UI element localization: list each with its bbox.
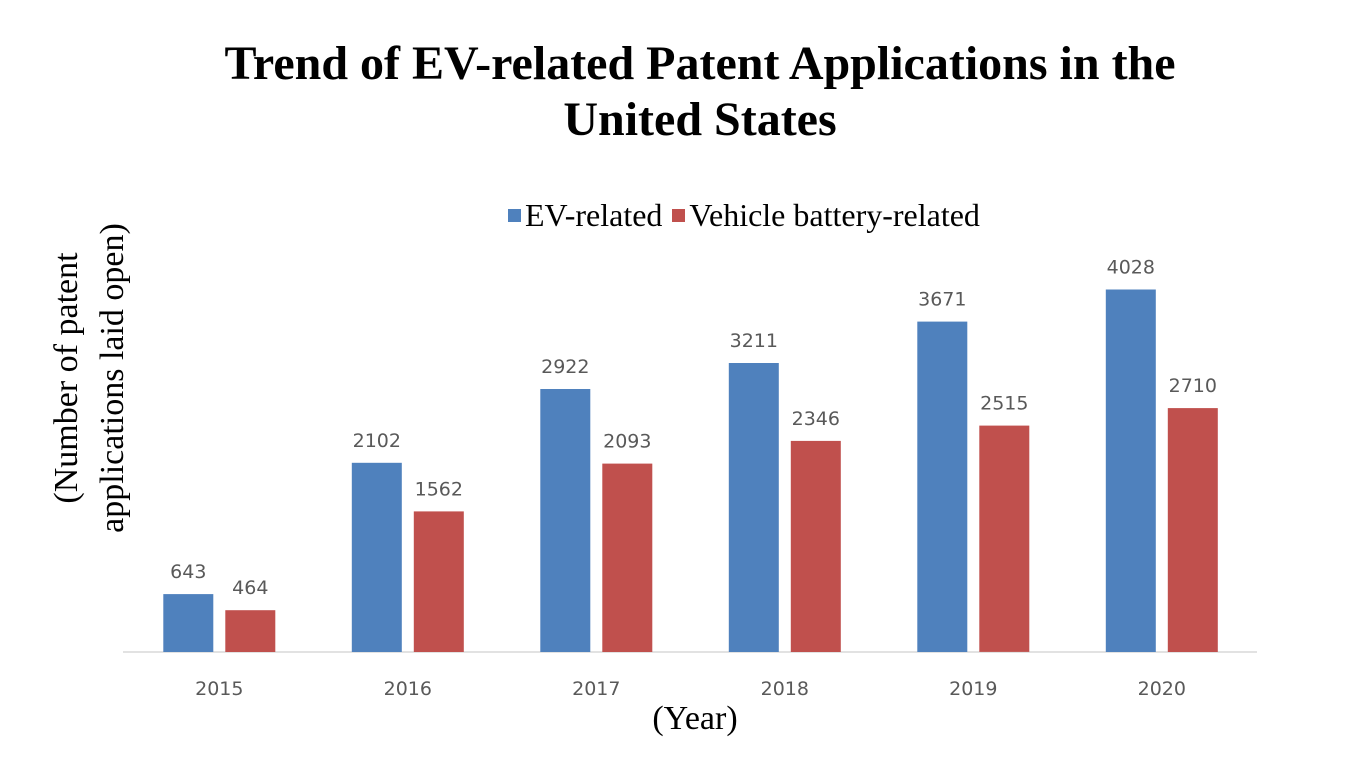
bar-ev-2016 [351,462,402,652]
bar-ev-2019 [917,321,968,652]
legend-item-ev: EV-related [508,197,662,234]
legend-label-battery: Vehicle battery-related [689,196,980,233]
data-label-ev-2020: 4028 [1107,257,1155,279]
data-label-battery-2018: 2346 [792,408,840,430]
x-tick-label-2018: 2018 [761,678,809,700]
x-tick-label-2015: 2015 [195,678,243,700]
bar-battery-2019 [979,425,1030,652]
x-tick-label-2017: 2017 [572,678,620,700]
chart-title-line-1: Trend of EV-related Patent Applications … [224,37,1176,90]
legend-label-ev: EV-related [525,196,663,233]
bar-ev-2015 [163,594,214,652]
bar-battery-2017 [602,463,653,652]
data-label-battery-2017: 2093 [603,431,651,453]
data-label-ev-2019: 3671 [918,289,966,311]
legend-swatch-ev [508,208,521,222]
bar-battery-2018 [790,440,841,652]
bar-battery-2016 [413,511,464,652]
data-label-ev-2016: 2102 [353,430,401,452]
bar-battery-2020 [1167,408,1218,652]
x-tick-label-2019: 2019 [949,678,997,700]
bar-ev-2017 [540,389,591,652]
x-axis-label: (Year) [652,700,738,737]
chart-title-line-2: United States [563,93,837,146]
bar-ev-2020 [1105,289,1156,652]
bar-battery-2015 [225,610,276,652]
x-tick-label-2020: 2020 [1138,678,1186,700]
legend: EV-related Vehicle battery-related [508,195,980,235]
data-label-battery-2016: 1562 [415,478,463,500]
data-label-battery-2019: 2515 [980,393,1028,415]
legend-item-battery: Vehicle battery-related [672,197,980,234]
data-label-ev-2018: 3211 [730,330,778,352]
x-tick-label-2016: 2016 [384,678,432,700]
legend-swatch-battery [672,208,686,222]
data-label-battery-2020: 2710 [1169,375,1217,397]
bar-ev-2018 [728,363,779,652]
chart-title: Trend of EV-related Patent Applications … [0,36,1352,148]
data-label-battery-2015: 464 [232,577,268,599]
data-label-ev-2015: 643 [170,561,206,583]
data-label-ev-2017: 2922 [541,356,589,378]
